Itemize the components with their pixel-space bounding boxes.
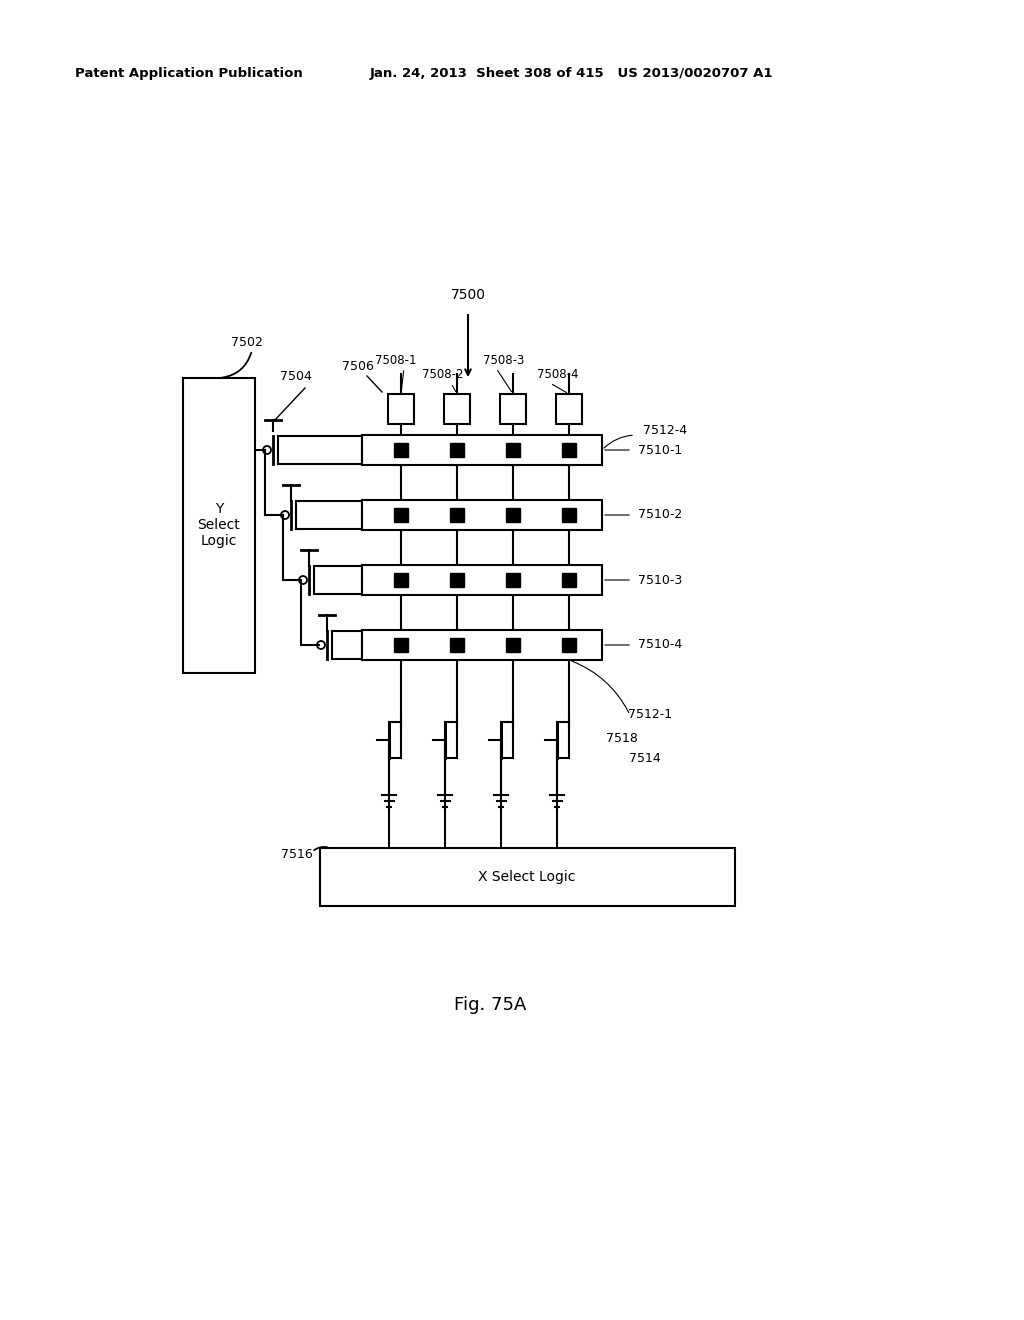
- Text: 7508-1: 7508-1: [375, 354, 417, 367]
- Text: Patent Application Publication: Patent Application Publication: [75, 66, 303, 79]
- Text: 7514: 7514: [629, 751, 660, 764]
- Bar: [444, 393, 470, 424]
- Bar: [450, 573, 464, 587]
- Bar: [450, 508, 464, 521]
- Bar: [183, 378, 255, 673]
- Text: 7506: 7506: [342, 359, 374, 372]
- Text: 7510-4: 7510-4: [638, 639, 682, 652]
- Bar: [450, 444, 464, 457]
- Text: 7516: 7516: [282, 849, 313, 862]
- Bar: [450, 638, 464, 652]
- Bar: [319, 847, 735, 906]
- Bar: [388, 393, 414, 424]
- Bar: [506, 638, 520, 652]
- Text: 7508-4: 7508-4: [538, 368, 579, 381]
- Bar: [500, 393, 526, 424]
- Bar: [394, 573, 408, 587]
- Bar: [362, 500, 602, 531]
- Text: 7510-1: 7510-1: [638, 444, 682, 457]
- Text: 7510-2: 7510-2: [638, 508, 682, 521]
- Bar: [506, 573, 520, 587]
- Bar: [556, 393, 582, 424]
- Text: 7504: 7504: [280, 371, 312, 384]
- Bar: [394, 444, 408, 457]
- Bar: [562, 638, 575, 652]
- Text: 7518: 7518: [606, 731, 638, 744]
- Bar: [362, 630, 602, 660]
- Text: Fig. 75A: Fig. 75A: [454, 997, 526, 1014]
- Text: Jan. 24, 2013  Sheet 308 of 415   US 2013/0020707 A1: Jan. 24, 2013 Sheet 308 of 415 US 2013/0…: [370, 66, 773, 79]
- Text: 7512-4: 7512-4: [643, 424, 687, 437]
- Text: 7512-1: 7512-1: [628, 709, 672, 722]
- Bar: [394, 508, 408, 521]
- Text: 7502: 7502: [231, 335, 263, 348]
- Text: X Select Logic: X Select Logic: [478, 870, 575, 884]
- Bar: [506, 508, 520, 521]
- Text: 7508-3: 7508-3: [483, 354, 524, 367]
- Bar: [506, 444, 520, 457]
- Text: 7508-2: 7508-2: [422, 368, 464, 381]
- Bar: [362, 436, 602, 465]
- Bar: [562, 573, 575, 587]
- Text: Y
Select
Logic: Y Select Logic: [198, 502, 241, 548]
- Bar: [394, 638, 408, 652]
- Bar: [362, 565, 602, 595]
- Bar: [562, 508, 575, 521]
- Bar: [562, 444, 575, 457]
- Text: 7510-3: 7510-3: [638, 573, 682, 586]
- Text: 7500: 7500: [451, 288, 485, 302]
